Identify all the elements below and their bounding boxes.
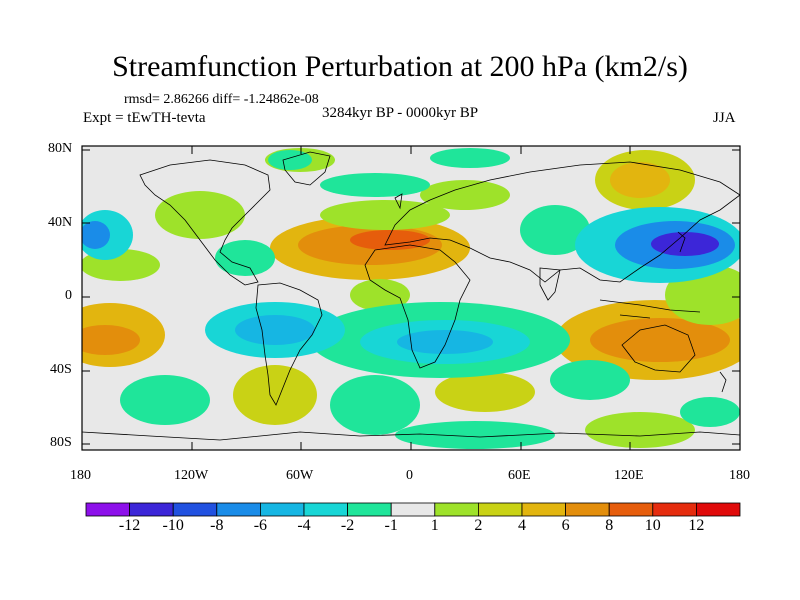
coastline-africa <box>364 244 471 369</box>
colorbar-swatch <box>216 502 261 517</box>
coastline-japan <box>677 231 686 253</box>
colorbar-swatch <box>259 502 305 517</box>
lat-label-0: 0 <box>65 288 72 303</box>
colorbar <box>85 502 741 517</box>
colorbar-swatch <box>172 502 218 517</box>
colorbar-swatch <box>303 502 348 517</box>
colorbar-label: -4 <box>297 517 311 534</box>
colorbar-swatch <box>129 502 174 517</box>
period-label: 3284kyr BP - 0000kyr BP <box>322 105 479 121</box>
lon-label-60w: 60W <box>286 468 314 483</box>
colorbar-label: -2 <box>340 517 355 534</box>
rmsd-diff-stats: rmsd= 2.86266 diff= -1.24862e-08 <box>124 92 319 107</box>
colorbar-label: -1 <box>384 517 398 534</box>
coastline-india <box>539 267 561 301</box>
experiment-label: Expt = tEwTH-tevta <box>83 110 206 126</box>
colorbar-swatch <box>390 502 436 517</box>
colorbar-label: -6 <box>253 517 268 534</box>
axis-ticks <box>81 146 741 450</box>
colorbar-swatch <box>565 502 610 517</box>
colorbar-swatch <box>696 502 741 517</box>
coastline-australia <box>621 324 696 373</box>
contour-south-atlantic <box>233 365 317 425</box>
colorbar-label: 8 <box>605 517 614 534</box>
coastline-southeast-asia-islands <box>599 299 701 319</box>
coastlines <box>82 151 740 441</box>
coastline-eurasia <box>384 161 740 283</box>
lat-label-80n: 80N <box>48 141 73 156</box>
contour-south-indian <box>435 372 535 412</box>
colorbar-label: 1 <box>430 517 439 534</box>
coastline-uk <box>394 193 403 210</box>
colorbar-swatch <box>347 502 392 517</box>
colorbar-swatch <box>521 502 566 517</box>
colorbar-label: -10 <box>162 517 184 534</box>
coastline-greenland <box>282 151 331 186</box>
colorbar-swatch <box>434 502 479 517</box>
colorbar-label: 2 <box>474 517 483 534</box>
colorbar-label: 4 <box>518 517 526 534</box>
coastline-new-zealand <box>719 371 727 393</box>
colorbar-label: -12 <box>118 517 141 534</box>
colorbar-label: -8 <box>210 517 224 534</box>
colorbar-label: 6 <box>561 517 570 534</box>
coastline-antarctica <box>82 431 740 441</box>
lat-label-40s: 40S <box>50 362 72 377</box>
colorbar-swatch <box>85 502 130 517</box>
contour-field <box>82 148 740 449</box>
lat-label-80s: 80S <box>50 435 72 450</box>
colorbar-swatch <box>608 502 654 517</box>
lon-label-180w: 180 <box>70 468 91 483</box>
plot-title: Streamfunction Perturbation at 200 hPa (… <box>112 50 688 83</box>
colorbar-swatch <box>477 502 523 517</box>
season-label: JJA <box>713 110 736 126</box>
lon-label-120e: 120E <box>614 468 644 483</box>
lat-label-40n: 40N <box>48 215 73 230</box>
lon-label-60e: 60E <box>508 468 531 483</box>
lon-label-0: 0 <box>406 468 413 483</box>
lon-label-180e: 180 <box>729 468 750 483</box>
colorbar-label: 10 <box>644 517 661 534</box>
colorbar-swatch <box>652 502 697 517</box>
colorbar-label: 12 <box>688 517 705 534</box>
lon-label-120w: 120W <box>174 468 209 483</box>
coastline-south-america <box>255 282 323 406</box>
coastline-north-america <box>139 159 271 286</box>
